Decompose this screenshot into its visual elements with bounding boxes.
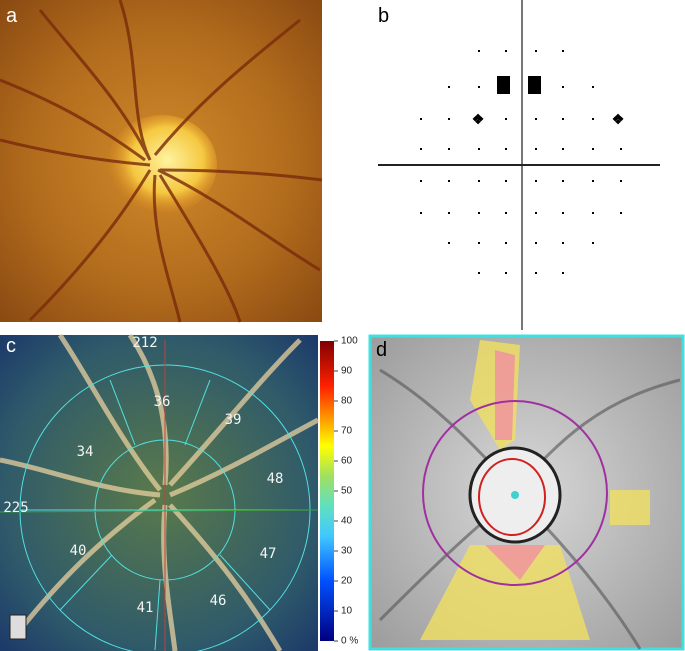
vf-point	[448, 86, 450, 88]
vf-point	[592, 242, 594, 244]
panel-label: c	[6, 335, 16, 357]
fundus-image: a	[0, 0, 323, 323]
vf-point	[592, 86, 594, 88]
colorbar-label: 30	[341, 546, 353, 557]
vf-point	[620, 180, 622, 182]
vf-point	[478, 50, 480, 52]
colorbar: 100 90 80 70 60 50 40 30 20 10 0 %	[320, 336, 358, 647]
sector-value: 36	[154, 394, 171, 410]
vf-point	[620, 118, 622, 120]
vf-point	[478, 242, 480, 244]
axis-label: 212	[132, 335, 157, 351]
vf-point	[535, 212, 537, 214]
vf-point	[505, 180, 507, 182]
sector-value: 41	[137, 600, 154, 616]
vf-point	[448, 212, 450, 214]
colorbar-label: 0 %	[341, 636, 358, 647]
vf-point	[562, 50, 564, 52]
oct-map: 212 225 36 39 34 48 40 47 41 46 c	[0, 333, 320, 651]
vf-point	[420, 212, 422, 214]
vf-point	[505, 212, 507, 214]
colorbar-label: 90	[341, 366, 353, 377]
vf-point	[478, 118, 480, 120]
vf-point	[478, 86, 480, 88]
vf-point	[505, 118, 507, 120]
colorbar-label: 50	[341, 486, 353, 497]
colorbar-label: 70	[341, 426, 353, 437]
vf-point	[562, 118, 564, 120]
vf-point	[562, 148, 564, 150]
vf-point	[505, 272, 507, 274]
sector-value: 48	[267, 471, 284, 487]
vf-point	[535, 50, 537, 52]
vf-point	[448, 242, 450, 244]
vf-point	[592, 118, 594, 120]
vf-point	[535, 118, 537, 120]
vf-point	[562, 242, 564, 244]
vf-point	[478, 212, 480, 214]
vf-point	[505, 50, 507, 52]
vf-point	[620, 148, 622, 150]
vf-point	[592, 148, 594, 150]
vf-point	[478, 272, 480, 274]
vf-point	[535, 242, 537, 244]
panel-label: b	[378, 5, 389, 27]
vf-point	[620, 212, 622, 214]
svg-text:❖: ❖	[612, 111, 625, 127]
vf-point	[420, 180, 422, 182]
vf-point	[562, 180, 564, 182]
vf-point	[448, 148, 450, 150]
colorbar-label: 40	[341, 516, 353, 527]
vf-point	[420, 118, 422, 120]
vf-point	[535, 148, 537, 150]
vf-point	[420, 148, 422, 150]
sector-value: 46	[210, 593, 227, 609]
axis-label: 225	[3, 500, 28, 516]
vf-point	[562, 272, 564, 274]
vf-point	[505, 242, 507, 244]
vf-point	[562, 212, 564, 214]
vf-point	[478, 180, 480, 182]
vf-point	[562, 86, 564, 88]
vf-point	[448, 118, 450, 120]
colorbar-label: 80	[341, 396, 353, 407]
vf-point	[592, 212, 594, 214]
vf-point	[505, 148, 507, 150]
colorbar-label: 60	[341, 456, 353, 467]
disc-overlay-image: d	[368, 334, 685, 651]
colorbar-label: 20	[341, 576, 353, 587]
sector-value: 47	[260, 546, 277, 562]
colorbar-label: 10	[341, 606, 353, 617]
panel-label: a	[6, 5, 18, 27]
sector-value: 40	[70, 543, 87, 559]
vf-point	[478, 148, 480, 150]
panel-label: d	[376, 339, 387, 361]
colorbar-label: 100	[341, 336, 358, 347]
sector-value: 39	[225, 412, 242, 428]
vf-point	[535, 272, 537, 274]
sector-value: 34	[77, 444, 94, 460]
vf-point	[448, 180, 450, 182]
vf-point	[592, 180, 594, 182]
vf-point	[535, 180, 537, 182]
visual-field: ❖ ❖ b	[378, 0, 660, 330]
